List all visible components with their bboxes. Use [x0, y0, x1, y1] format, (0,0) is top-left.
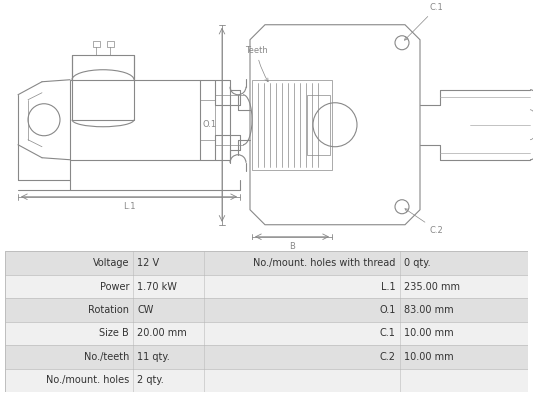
Bar: [5, 251, 528, 275]
Text: O.1: O.1: [203, 120, 217, 129]
Text: O.1: O.1: [379, 305, 395, 315]
Text: Rotation: Rotation: [88, 305, 129, 315]
Text: Voltage: Voltage: [93, 258, 129, 268]
Bar: [5, 275, 528, 298]
Text: L.1: L.1: [123, 202, 135, 211]
Bar: [252, 80, 332, 170]
Text: 20.00 mm: 20.00 mm: [138, 328, 187, 339]
Text: No./teeth: No./teeth: [84, 352, 129, 362]
Text: 0 qty.: 0 qty.: [404, 258, 431, 268]
Bar: [307, 95, 330, 155]
Text: No./mount. holes: No./mount. holes: [46, 375, 129, 385]
Bar: [200, 100, 215, 140]
Text: C.2: C.2: [405, 209, 444, 235]
Text: Teeth: Teeth: [245, 46, 268, 82]
Text: Size B: Size B: [99, 328, 129, 339]
Text: 83.00 mm: 83.00 mm: [404, 305, 454, 315]
Bar: [5, 345, 528, 369]
Text: B: B: [289, 242, 295, 251]
Text: 2 qty.: 2 qty.: [138, 375, 164, 385]
Bar: [93, 41, 100, 47]
Text: 10.00 mm: 10.00 mm: [404, 328, 454, 339]
Text: 10.00 mm: 10.00 mm: [404, 352, 454, 362]
Text: No./mount. holes with thread: No./mount. holes with thread: [253, 258, 395, 268]
Bar: [5, 322, 528, 345]
Text: L.1: L.1: [381, 282, 395, 291]
Text: 11 qty.: 11 qty.: [138, 352, 170, 362]
Bar: [107, 41, 114, 47]
Text: 12 V: 12 V: [138, 258, 159, 268]
Text: Power: Power: [100, 282, 129, 291]
Bar: [5, 369, 528, 392]
Text: C.2: C.2: [379, 352, 395, 362]
Text: C.1: C.1: [379, 328, 395, 339]
Text: 235.00 mm: 235.00 mm: [404, 282, 460, 291]
Text: CW: CW: [138, 305, 154, 315]
Bar: [5, 298, 528, 322]
Text: 1.70 kW: 1.70 kW: [138, 282, 177, 291]
Bar: [72, 55, 134, 120]
Bar: [70, 80, 200, 160]
Text: C.1: C.1: [405, 3, 444, 40]
